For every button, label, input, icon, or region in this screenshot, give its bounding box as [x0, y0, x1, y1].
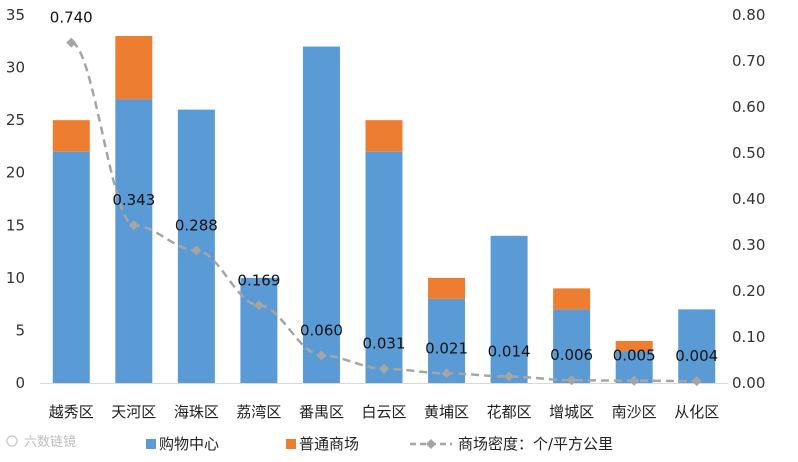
- category-labels: 越秀区 天河区 海珠区 荔湾区 番禺区 白云区 黄埔区 花都区 增城区 南沙区 从化区: [49, 403, 719, 421]
- left-axis-tick-label: 35: [6, 6, 25, 24]
- category-label: 白云区: [361, 403, 406, 421]
- density-point-marker: [379, 363, 389, 374]
- density-point-marker: [191, 245, 202, 256]
- watermark: 六数链镜: [6, 435, 76, 450]
- bar-regular-mall: [428, 277, 466, 299]
- right-axis-tick-label: 0.40: [732, 190, 765, 208]
- density-point-marker: [441, 368, 452, 379]
- right-axis-tick-label: 0.60: [732, 98, 765, 116]
- left-axis-tick-label: 0: [15, 374, 25, 392]
- category-label: 天河区: [111, 403, 156, 421]
- legend-marker-density: [426, 439, 436, 449]
- watermark-text: 六数链镜: [24, 435, 76, 450]
- category-label: 黄埔区: [424, 403, 469, 421]
- legend-label-shopping-center: 购物中心: [159, 435, 219, 453]
- density-data-label: 0.004: [675, 347, 718, 365]
- bar-shopping-center: [490, 235, 528, 383]
- bars-layer: [52, 36, 716, 384]
- bar-regular-mall: [615, 340, 653, 352]
- category-label: 越秀区: [49, 403, 94, 421]
- category-label: 荔湾区: [236, 403, 281, 421]
- left-axis-tick-label: 25: [6, 111, 25, 129]
- bar-shopping-center: [115, 99, 153, 383]
- left-axis-tick-label: 5: [15, 321, 25, 339]
- right-axis-tick-label: 0.80: [732, 6, 765, 24]
- left-axis-tick-label: 15: [6, 216, 25, 234]
- density-point-marker: [504, 371, 515, 382]
- density-line-layer: 0.740 0.343 0.288 0.169 0.060 0.031 0.021 0.014…: [50, 9, 718, 387]
- density-data-label: 0.021: [425, 339, 468, 357]
- bar-regular-mall: [52, 120, 90, 152]
- legend-swatch-shopping-center: [146, 439, 156, 449]
- bar-shopping-center: [240, 277, 278, 383]
- category-label: 番禺区: [299, 403, 344, 421]
- bar-regular-mall: [553, 288, 591, 310]
- right-axis-tick-label: 0.20: [732, 282, 765, 300]
- density-point-marker: [691, 376, 702, 387]
- category-label: 增城区: [549, 403, 594, 421]
- density-data-label: 0.740: [50, 9, 93, 27]
- left-axis-tick-label: 30: [6, 59, 25, 77]
- density-point-marker: [316, 350, 327, 361]
- watermark-icon: [6, 435, 18, 447]
- left-axis: 0 5 10 15 20 25 30 35: [6, 6, 728, 392]
- density-data-label: 0.006: [550, 346, 593, 364]
- density-data-label: 0.031: [363, 335, 406, 353]
- left-axis-tick-label: 20: [6, 164, 25, 182]
- bar-shopping-center: [365, 151, 403, 383]
- legend-swatch-regular-mall: [286, 439, 296, 449]
- bar-shopping-center: [302, 46, 340, 384]
- right-axis-tick-label: 0.70: [732, 52, 765, 70]
- density-point-marker: [566, 375, 577, 386]
- bar-regular-mall: [365, 120, 403, 152]
- category-label: 海珠区: [174, 403, 219, 421]
- category-label: 从化区: [674, 403, 719, 421]
- right-axis-tick-label: 0.00: [732, 374, 765, 392]
- bar-shopping-center: [678, 309, 716, 383]
- density-data-label: 0.014: [488, 343, 531, 361]
- left-axis-tick-label: 10: [6, 269, 25, 287]
- right-axis-tick-label: 0.50: [732, 144, 765, 162]
- density-data-label: 0.169: [237, 271, 280, 289]
- density-data-label: 0.005: [613, 347, 656, 365]
- legend: 购物中心 普通商场 商场密度：个/平方公里: [146, 435, 613, 453]
- density-point-marker: [629, 375, 640, 386]
- density-data-label: 0.343: [112, 191, 155, 209]
- density-point-marker: [253, 300, 264, 311]
- category-label: 南沙区: [612, 403, 657, 421]
- legend-label-regular-mall: 普通商场: [299, 435, 359, 453]
- legend-label-density: 商场密度：个/平方公里: [458, 435, 613, 453]
- right-axis-tick-label: 0.10: [732, 328, 765, 346]
- density-point-marker: [66, 37, 77, 48]
- category-label: 花都区: [487, 403, 532, 421]
- density-point-marker: [128, 220, 139, 231]
- density-data-label: 0.288: [175, 217, 218, 235]
- bar-shopping-center: [553, 309, 591, 383]
- bar-regular-mall: [115, 36, 153, 100]
- density-data-label: 0.060: [300, 321, 343, 339]
- right-axis: 0.00 0.10 0.20 0.30 0.40 0.50 0.60 0.70 0.80: [732, 6, 765, 392]
- bar-shopping-center: [52, 151, 90, 383]
- right-axis-tick-label: 0.30: [732, 236, 765, 254]
